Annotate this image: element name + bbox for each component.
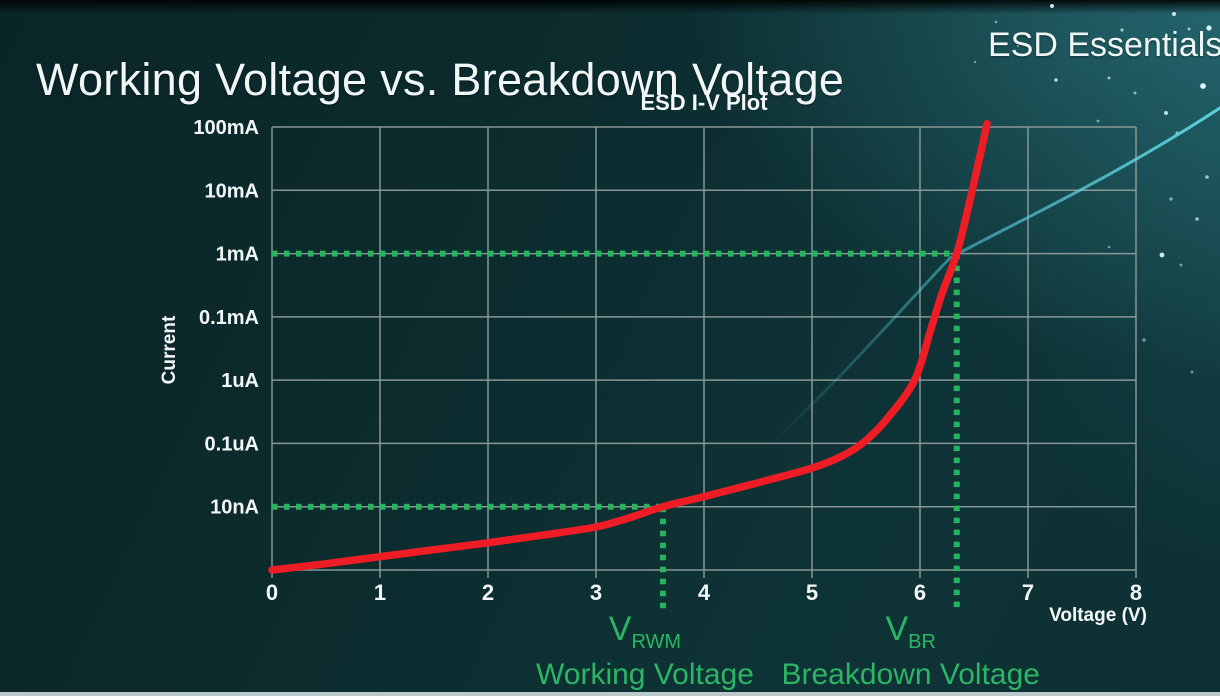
chart-title: ESD I-V Plot — [640, 90, 768, 115]
svg-text:0.1uA: 0.1uA — [205, 433, 259, 455]
svg-text:6: 6 — [914, 580, 926, 605]
svg-text:7: 7 — [1022, 580, 1034, 605]
svg-text:8: 8 — [1130, 580, 1142, 605]
page-title: Working Voltage vs. Breakdown Voltage — [36, 54, 845, 106]
svg-text:0.1mA: 0.1mA — [199, 307, 259, 329]
svg-text:3: 3 — [590, 580, 602, 605]
iv-curve — [268, 120, 991, 574]
breakdown-voltage-symbol: VBR — [885, 610, 936, 653]
svg-text:4: 4 — [698, 580, 711, 605]
y-axis-title: Current — [159, 315, 180, 385]
top-fade-bar — [0, 0, 1220, 14]
svg-text:100mA: 100mA — [193, 117, 259, 139]
svg-text:10mA: 10mA — [205, 180, 259, 202]
brand-title: ESD Essentials — [988, 26, 1220, 64]
background-swoosh-decor — [768, 106, 1220, 447]
working-voltage-caption: Working Voltage — [535, 657, 754, 691]
svg-text:10nA: 10nA — [210, 497, 259, 519]
svg-text:5: 5 — [806, 580, 818, 605]
breakdown-voltage-subscript: BR — [908, 630, 936, 653]
working-voltage-symbol: VRWM — [608, 610, 682, 653]
bottom-strip-bar — [0, 692, 1220, 696]
axis-tick-labels: 100mA 10mA 1mA 0.1mA 1uA 0.1uA 10nA 0 1 2 3 4 5 6 7 8 — [193, 117, 1142, 605]
svg-text:2: 2 — [482, 580, 494, 605]
working-voltage-subscript: RWM — [631, 630, 682, 653]
svg-text:0: 0 — [266, 580, 278, 605]
annotation-breakdown-voltage: VBR Breakdown Voltage — [781, 610, 1040, 691]
grid — [271, 126, 1137, 578]
annotation-dotted-lines — [272, 250, 960, 610]
annotation-working-voltage: VRWM Working Voltage — [535, 610, 754, 691]
star-dots-decor — [973, 4, 1212, 374]
x-axis-title: Voltage (V) — [1049, 605, 1147, 626]
svg-text:1uA: 1uA — [221, 370, 259, 392]
svg-text:1: 1 — [374, 580, 386, 605]
breakdown-voltage-caption: Breakdown Voltage — [781, 657, 1040, 691]
svg-text:1mA: 1mA — [216, 244, 259, 266]
